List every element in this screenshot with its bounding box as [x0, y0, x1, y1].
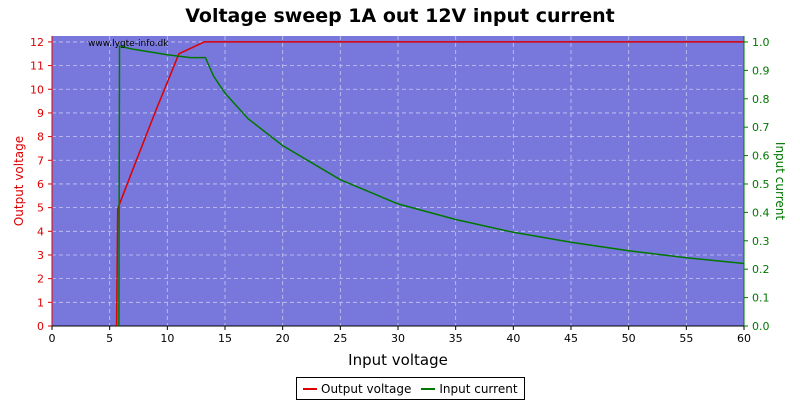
x-tick-label: 15: [218, 332, 232, 345]
y-right-tick-label: 0.2: [752, 263, 770, 276]
right-axis-title: Input current: [773, 142, 787, 220]
y-right-tick-label: 0.4: [752, 206, 770, 219]
y-right-tick-label: 0.3: [752, 235, 770, 248]
x-tick-label: 0: [49, 332, 56, 345]
series-line-input-current: [118, 45, 745, 327]
y-left-tick-label: 9: [37, 107, 44, 120]
y-left-tick-label: 12: [30, 36, 44, 49]
y-right-tick-label: 0.0: [752, 320, 770, 333]
y-left-tick-label: 1: [37, 296, 44, 309]
x-tick-label: 45: [564, 332, 578, 345]
legend-swatch-input-current: [421, 387, 436, 390]
x-tick-label: 60: [737, 332, 751, 345]
grid: [52, 36, 744, 326]
y-left-tick-label: 2: [37, 273, 44, 286]
axes: 0 5 10 15 20 25 30 35 40 45 50 55 600123456789101112…: [30, 36, 770, 345]
y-left-tick-label: 10: [30, 83, 44, 96]
y-right-tick-label: 0.1: [752, 292, 770, 305]
y-right-tick-label: 0.8: [752, 93, 770, 106]
y-right-tick-label: 1.0: [752, 36, 770, 49]
x-tick-label: 25: [333, 332, 347, 345]
y-left-tick-label: 4: [37, 225, 44, 238]
legend-item-input-current: Input current: [421, 381, 518, 396]
legend-swatch-output-voltage: [303, 387, 317, 390]
watermark: www.lygte-info.dk: [88, 39, 169, 49]
x-tick-label: 40: [506, 332, 520, 345]
x-tick-label: 10: [160, 332, 174, 345]
y-right-tick-label: 0.7: [752, 121, 770, 134]
x-tick-label: 35: [449, 332, 463, 345]
legend-label-output-voltage: Output voltage: [321, 381, 412, 396]
legend-item-output-voltage: Output voltage: [303, 382, 411, 396]
x-axis-title: Input voltage: [348, 351, 448, 369]
series-line-output-voltage: [115, 41, 744, 327]
y-left-tick-label: 0: [37, 320, 44, 333]
y-left-tick-label: 8: [37, 131, 44, 144]
y-left-tick-label: 6: [37, 178, 44, 191]
x-tick-label: 20: [276, 332, 290, 345]
legend-label-input-current: Input current: [439, 381, 518, 396]
y-right-tick-label: 0.6: [752, 150, 770, 163]
y-right-tick-label: 0.5: [752, 178, 770, 191]
y-left-tick-label: 5: [37, 202, 44, 215]
y-right-tick-label: 0.9: [752, 64, 770, 77]
chart-title: Voltage sweep 1A out 12V input current: [185, 5, 615, 27]
left-axis-title: Output voltage: [12, 136, 26, 226]
y-left-tick-label: 7: [37, 154, 44, 167]
x-tick-label: 5: [106, 332, 113, 345]
y-left-tick-label: 11: [30, 60, 44, 73]
x-tick-label: 30: [391, 332, 405, 345]
x-tick-label: 50: [622, 332, 636, 345]
legend: Output voltage Input current: [296, 377, 525, 400]
x-tick-label: 55: [679, 332, 693, 345]
y-left-tick-label: 3: [37, 249, 44, 262]
series-layer: [115, 41, 745, 327]
